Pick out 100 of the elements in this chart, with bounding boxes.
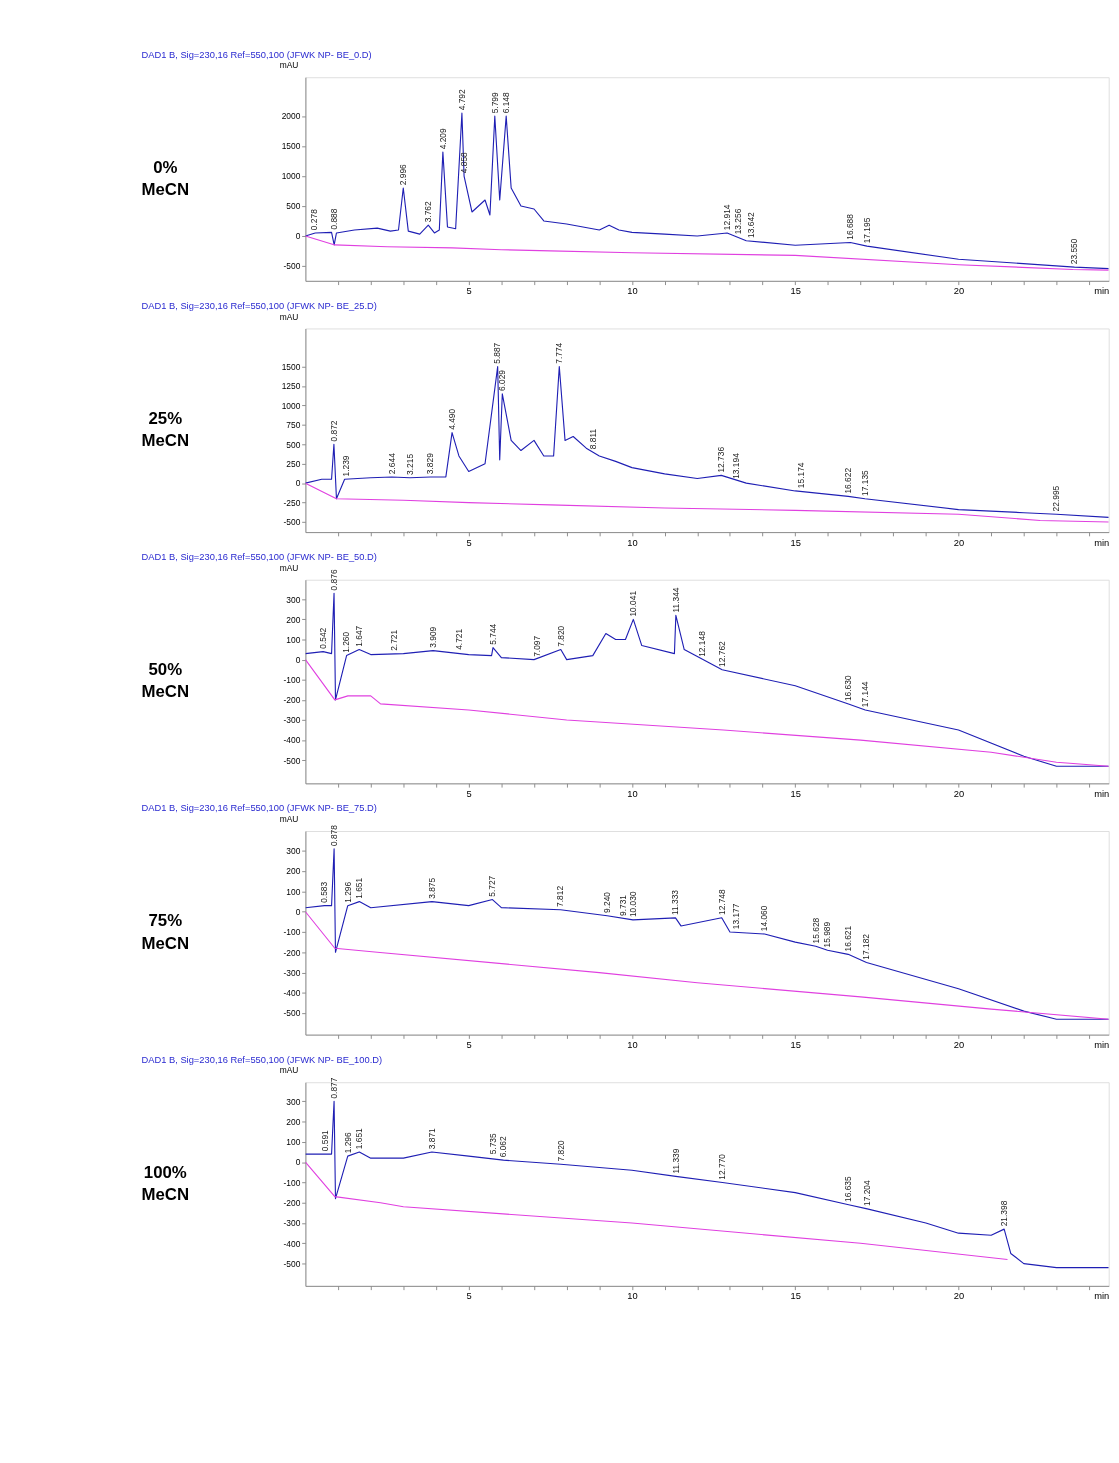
y-tick-label: -400 (283, 1238, 301, 1249)
y-tick-label: -250 (283, 497, 301, 508)
text: 75% MeCN (141, 911, 190, 953)
annotation: 15.628 (810, 917, 821, 944)
chart-title: DAD1 B, Sig=230,16 Ref=550,100 (JFWK NP- BE_75.D) (141, 803, 377, 814)
x-tick-label: 15 (790, 788, 801, 799)
annotation: 0.591 (319, 1129, 330, 1152)
y-tick-label: -500 (283, 1008, 301, 1019)
x-tick-label: 20 (953, 537, 965, 548)
annotation: 16.688 (845, 213, 856, 240)
annotation: 1.651 (354, 877, 365, 899)
x-tick-label: 10 (627, 286, 638, 297)
annotation: 3.215 (405, 453, 416, 475)
x-tick-label: 5 (466, 788, 472, 799)
line-series (305, 112, 1109, 270)
y-tick-label: 0 (295, 654, 301, 665)
annotation: 3.909 (427, 626, 438, 648)
chart-title: DAD1 B, Sig=230,16 Ref=550,100 (JFWK NP- BE_50.D) (141, 552, 377, 563)
annotation: 4.490 (446, 408, 457, 430)
x-axis-title: min (1094, 537, 1110, 548)
text: 100% MeCN (141, 1162, 190, 1204)
x-tick-label: 10 (627, 788, 638, 799)
annotation: 2.644 (386, 452, 397, 475)
annotation: 0.876 (328, 569, 339, 591)
annotation: 11.339 (670, 1148, 681, 1174)
y-tick-label: 2000 (281, 111, 301, 122)
annotation: 3.871 (426, 1127, 437, 1150)
annotation: 4.209 (437, 127, 448, 150)
annotation: 22.995 (1051, 485, 1062, 512)
y-tick-label: 1000 (281, 171, 301, 182)
y-tick-label: -500 (283, 755, 301, 766)
x-tick-label: 10 (627, 1291, 638, 1302)
x-tick-label: 20 (953, 286, 965, 297)
y-tick-label: 1000 (281, 400, 301, 411)
annotation: 6.148 (501, 92, 511, 114)
annotation: 13.194 (731, 452, 742, 479)
x-tick-label: 20 (953, 1291, 965, 1302)
y-tick-label: 1250 (281, 381, 301, 392)
annotation: 0.878 (328, 824, 339, 847)
x-axis-title: min (1094, 1040, 1110, 1051)
annotation: 11.333 (670, 889, 681, 916)
chart-title: DAD1 B, Sig=230,16 Ref=550,100 (JFWK NP- BE_0.D) (141, 49, 372, 60)
y-tick-label: -500 (283, 517, 301, 528)
annotation: 1.651 (354, 1127, 365, 1150)
annotation: 10.041 (628, 590, 639, 617)
annotation: 17.144 (860, 681, 871, 708)
y-tick-label: -100 (283, 1177, 301, 1188)
annotation: 17.182 (861, 933, 872, 960)
annotation: 12.762 (716, 640, 727, 667)
y-tick-label: 0 (295, 478, 301, 489)
chart-title: DAD1 B, Sig=230,16 Ref=550,100 (JFWK NP- BE_25.D) (141, 300, 377, 311)
annotation: 6.062 (498, 1136, 509, 1158)
annotation: 3.829 (425, 452, 436, 475)
annotation: 2.996 (398, 163, 409, 186)
annotation: 0.542 (317, 627, 328, 649)
annotation: 13.256 (733, 208, 744, 235)
annotation: 3.762 (423, 201, 434, 223)
y-tick-label: -200 (283, 947, 301, 958)
y-tick-label: 250 (286, 459, 301, 469)
annotation: 11.344 (670, 587, 681, 613)
annotation: 5.744 (487, 623, 498, 645)
x-tick-label: 15 (790, 286, 801, 297)
x-axis-title: min (1094, 286, 1110, 297)
annotation: 5.735 (487, 1132, 498, 1155)
annotation: 3.875 (426, 877, 437, 899)
y-tick-label: 1500 (281, 141, 301, 152)
y-tick-label: -200 (283, 695, 301, 706)
y-axis-title: mAU (279, 311, 299, 322)
annotation: 8.811 (587, 428, 598, 450)
annotation: 12.770 (717, 1153, 728, 1180)
annotation: 16.630 (843, 675, 854, 702)
y-tick-label: 500 (286, 201, 301, 212)
annotation: 12.148 (696, 630, 707, 657)
x-tick-label: 15 (790, 1040, 801, 1051)
y-tick-label: 200 (286, 866, 301, 877)
annotation: 14.060 (759, 905, 770, 932)
line-series (305, 366, 1109, 518)
annotation: 1.239 (340, 455, 351, 477)
annotation: 7.820 (555, 1140, 566, 1162)
y-tick-label: 200 (286, 1116, 301, 1127)
y-tick-label: -300 (283, 967, 301, 978)
y-axis-title: mAU (279, 814, 299, 825)
y-tick-label: -200 (283, 1198, 301, 1209)
annotation: 2.721 (389, 629, 400, 651)
x-tick-label: 10 (627, 537, 638, 548)
y-tick-label: 100 (286, 886, 301, 897)
x-tick-label: 20 (953, 788, 965, 799)
annotation: 0.888 (329, 208, 340, 230)
annotation: 1.296 (342, 881, 353, 903)
annotation: 0.583 (319, 881, 330, 903)
annotation: 16.635 (843, 1175, 854, 1202)
x-tick-label: 15 (790, 1291, 801, 1302)
y-tick-label: -400 (283, 735, 301, 746)
y-tick-label: -100 (283, 927, 301, 938)
annotation: 10.030 (627, 891, 638, 918)
annotation: 9.240 (601, 891, 612, 913)
annotation: 5.727 (487, 875, 498, 897)
x-tick-label: 20 (953, 1040, 965, 1051)
annotation: 17.204 (862, 1180, 873, 1207)
y-tick-label: 100 (286, 634, 301, 645)
